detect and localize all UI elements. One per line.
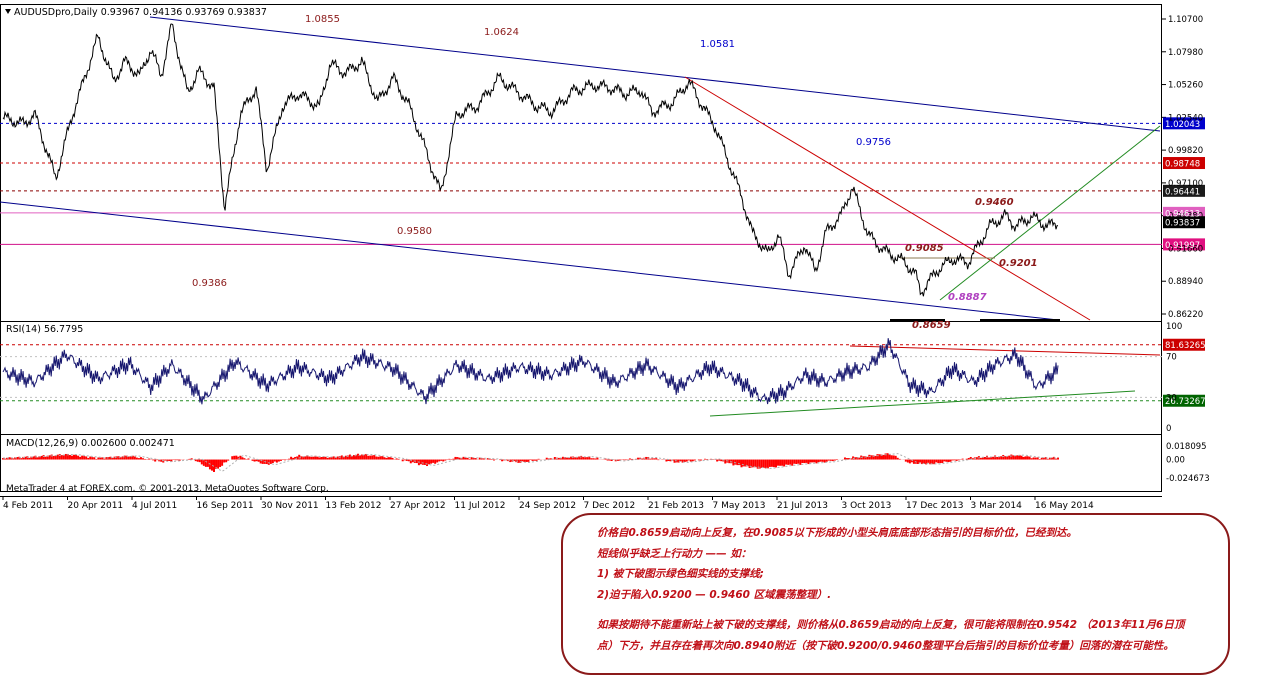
price-annotation: 0.9756	[856, 137, 891, 148]
price-tag-label: 0.96441	[1165, 187, 1200, 197]
price-axis-tick-label: 1.02540	[1168, 113, 1203, 123]
price-annotation: 0.8887	[948, 292, 987, 303]
price-tag-label: 0.93837	[1165, 219, 1200, 229]
price-tag-bg	[1163, 216, 1205, 229]
macd-panel-header: MACD(12,26,9) 0.002600 0.002471	[6, 438, 175, 449]
x-axis-tick-label: 4 Jul 2011	[132, 501, 177, 511]
price-axis-tick-label: 1.05260	[1168, 81, 1203, 91]
series-layer	[2, 23, 1059, 472]
rsi-support-line	[709, 390, 1136, 417]
price-tag-bg	[1163, 238, 1205, 251]
note-line: 短线似乎缺乏上行动力 —— 如：	[597, 547, 752, 560]
downtrend-line	[684, 76, 1091, 321]
x-axis-tick-label: 16 May 2014	[1035, 501, 1094, 511]
rsi-tag-bg	[1163, 394, 1205, 407]
x-axis-tick-label: 24 Sep 2012	[519, 501, 576, 511]
price-annotation: 1.0855	[305, 14, 340, 25]
x-axis-tick-label: 21 Jul 2013	[777, 501, 828, 511]
price-annotation: 1.0624	[484, 27, 519, 38]
price-axis-tick-label: 0.97100	[1168, 179, 1203, 189]
rsi-axis-tick-label: 0	[1166, 424, 1171, 434]
rsi-axis-tick-label: 70	[1166, 353, 1177, 363]
rsi-axis-tick-label: 100	[1166, 322, 1182, 332]
indicator-layer	[0, 16, 1205, 500]
note-line: 如果按期待不能重新站上被下破的支撑线，则价格从0.8659启动的向上反复，很可能…	[597, 619, 1185, 631]
macd-axis-tick-label: 0.00	[1166, 456, 1185, 466]
price-axis-tick-label: 1.10700	[1168, 15, 1203, 25]
x-axis-tick-label: 11 Jul 2012	[455, 501, 506, 511]
price-axis-tick-label: 0.86220	[1168, 310, 1203, 320]
analysis-note: 价格自0.8659启动向上反复，在0.9085以下形成的小型头肩底底部形态指引的…	[561, 513, 1230, 675]
x-axis-tick-label: 3 Oct 2013	[842, 501, 892, 511]
price-annotation: 0.9386	[192, 278, 227, 289]
macd-panel	[0, 434, 1162, 492]
collapse-arrow-icon[interactable]	[5, 9, 11, 14]
note-line: 价格自0.8659启动向上反复，在0.9085以下形成的小型头肩底底部形态指引的…	[597, 527, 1078, 539]
price-tag-bg	[1163, 184, 1205, 197]
x-axis-tick-label: 30 Nov 2011	[261, 501, 319, 511]
rsi-tag-label: 26.73267	[1165, 397, 1206, 407]
price-annotation: 0.9201	[999, 258, 1038, 269]
price-axis-tick-label: 0.88940	[1168, 277, 1203, 287]
price-tag-label: 0.91997	[1165, 241, 1200, 251]
price-series-line	[2, 23, 1059, 297]
price-axis-tick-label: 0.99820	[1168, 146, 1203, 156]
price-tag-bg	[1163, 206, 1205, 219]
price-axis-tick-label: 0.91660	[1168, 244, 1203, 254]
uptrend-line	[939, 125, 1161, 301]
price-annotation: 0.9580	[397, 226, 432, 237]
x-axis-tick-label: 13 Feb 2012	[326, 501, 382, 511]
x-axis-tick-label: 20 Apr 2011	[68, 501, 124, 511]
price-annotation: 0.8659	[912, 320, 951, 331]
label-layer: 1.10700 1.07980 1.05260 1.02540 0.99820 0.971…	[3, 14, 1210, 511]
price-tag-label: 0.98748	[1165, 160, 1200, 170]
note-line: 2)迫于陷入0.9200 — 0.9460 区域震荡整理）.	[597, 588, 832, 601]
price-tag-bg	[1163, 157, 1205, 170]
note-line: 1) 被下破图示绿色细实线的支撑线;	[597, 568, 764, 580]
price-tag-bg	[1163, 117, 1205, 130]
x-axis-tick-label: 17 Dec 2013	[906, 501, 964, 511]
price-axis-tick-label: 1.07980	[1168, 48, 1203, 58]
x-axis-tick-label: 7 Dec 2012	[584, 501, 636, 511]
channel-upper-line	[149, 16, 1161, 132]
x-axis-tick-label: 16 Sep 2011	[197, 501, 254, 511]
x-axis-tick-label: 27 Apr 2012	[390, 501, 446, 511]
note-line: 点）下方，并且存在着再次向0.8940附近（按下破0.9200/0.9460整理…	[597, 639, 1174, 652]
rsi-panel	[0, 321, 1162, 435]
broker-watermark: MetaTrader 4 at FOREX.com, © 2001-2013, …	[6, 484, 329, 494]
x-axis-tick-label: 4 Feb 2011	[3, 501, 53, 511]
note-spacer	[597, 605, 1228, 615]
rsi-series-line	[2, 338, 1059, 405]
x-axis-tick-label: 3 Mar 2014	[971, 501, 1023, 511]
rsi-axis-tick-label: 30	[1166, 393, 1177, 403]
rsi-tag-label: 81.63265	[1165, 341, 1206, 351]
price-axis-tick-label: 0.94380	[1168, 212, 1203, 222]
macd-signal-line	[3, 453, 1058, 472]
price-panel-header: AUDUSDpro,Daily 0.93967 0.94136 0.93769 …	[14, 7, 267, 18]
macd-axis-tick-label: -0.024673	[1166, 474, 1210, 484]
price-tag-label: 1.02043	[1165, 120, 1200, 130]
price-tag-label: 0.94613	[1165, 209, 1200, 219]
x-axis-tick-label: 21 Feb 2013	[648, 501, 704, 511]
price-annotation: 0.9085	[905, 243, 944, 254]
channel-lower-line	[0, 201, 1059, 321]
rsi-panel-header: RSI(14) 56.7795	[6, 324, 83, 335]
x-axis-tick-label: 7 May 2013	[713, 501, 766, 511]
rsi-resistance-line	[849, 345, 1161, 356]
rsi-tag-bg	[1163, 338, 1205, 351]
price-annotation: 0.9460	[975, 197, 1014, 208]
price-annotation: 1.0581	[700, 39, 735, 50]
macd-axis-tick-label: 0.018095	[1166, 442, 1207, 452]
